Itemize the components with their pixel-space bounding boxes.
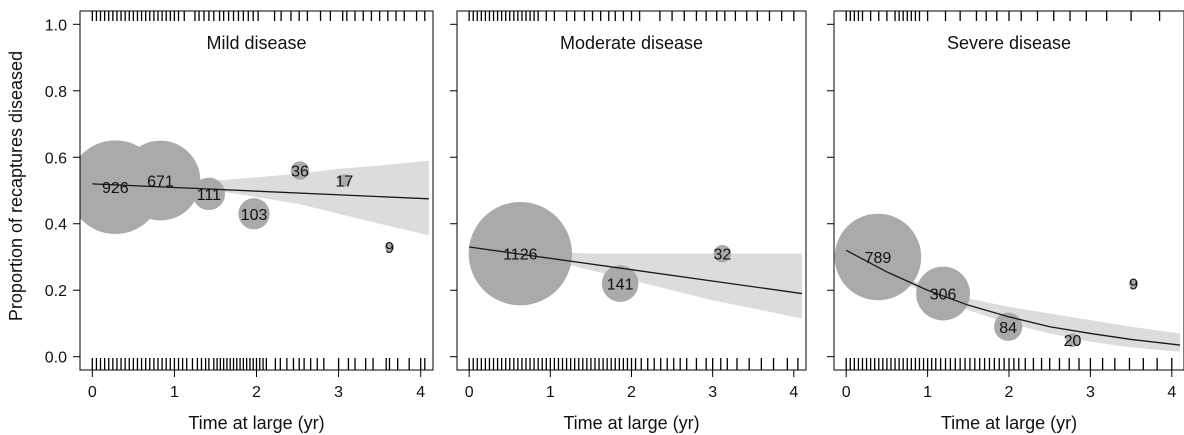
bubble-label: 306 xyxy=(930,287,957,304)
bubble-label: 9 xyxy=(1129,277,1138,294)
bubble-label: 789 xyxy=(865,250,892,267)
y-axis-label: Proportion of recaptures diseased xyxy=(6,51,26,321)
plot-frame xyxy=(456,10,807,371)
x-tick-label: 4 xyxy=(416,384,425,401)
bubble-label: 671 xyxy=(147,174,174,191)
plot-area: 1126 141 32 xyxy=(468,11,803,370)
bubble-label: 103 xyxy=(241,207,268,224)
panel-3: 789 306 84 20 9 Severe disease 0 1 2 3 4 Time at la… xyxy=(827,10,1184,433)
bubble-36 xyxy=(290,161,310,180)
x-tick-label: 1 xyxy=(923,384,932,401)
bubble-9 xyxy=(384,242,395,252)
x-axis-label: Time at large (yr) xyxy=(563,413,699,433)
y-tick-label: 0.4 xyxy=(45,217,67,234)
bubble-label: 111 xyxy=(197,187,221,204)
fit-line xyxy=(845,249,1181,346)
panel-title: Severe disease xyxy=(947,33,1071,53)
bubble-32 xyxy=(713,244,732,263)
x-tick-label: 4 xyxy=(1167,384,1176,401)
bubble-label: 36 xyxy=(291,164,309,181)
fit-line xyxy=(469,246,803,295)
y-tick-label: 0.6 xyxy=(45,150,67,167)
plot-area: 926 671 111 103 36 17 9 xyxy=(80,11,429,370)
bubble-84 xyxy=(994,312,1023,341)
y-tick-label: 0.0 xyxy=(45,350,67,367)
y-tick-label: 0.2 xyxy=(45,283,67,300)
x-tick-label: 3 xyxy=(708,384,717,401)
x-tick-label: 0 xyxy=(88,384,97,401)
x-tick-label: 1 xyxy=(170,384,179,401)
x-tick-label: 0 xyxy=(465,384,474,401)
bubble-103 xyxy=(238,198,270,230)
x-tick-label: 2 xyxy=(627,384,636,401)
y-tick-label: 0.8 xyxy=(45,84,67,101)
bubble-20 xyxy=(1065,333,1080,347)
bubble-label: 20 xyxy=(1064,333,1082,350)
bubble-label: 84 xyxy=(999,320,1017,337)
fit-line xyxy=(92,183,429,200)
x-tick-label: 3 xyxy=(1086,384,1095,401)
x-tick-label: 2 xyxy=(1005,384,1014,401)
x-axis-label: Time at large (yr) xyxy=(188,413,324,433)
bubble-141 xyxy=(601,265,639,302)
bubble-789 xyxy=(834,213,922,301)
panel-title: Mild disease xyxy=(206,33,306,53)
bubble-label: 32 xyxy=(714,247,732,264)
bubble-label: 141 xyxy=(607,277,634,294)
x-tick-label: 4 xyxy=(789,384,798,401)
bubble-label: 9 xyxy=(385,240,394,257)
x-tick-label: 0 xyxy=(842,384,851,401)
plot-area: 789 306 84 20 9 xyxy=(834,11,1181,370)
y-tick-label: 1.0 xyxy=(45,17,67,34)
bubble-label: 926 xyxy=(102,180,129,197)
bubble-671 xyxy=(120,140,201,221)
confidence-band xyxy=(846,247,1180,352)
x-tick-label: 2 xyxy=(252,384,261,401)
panel-1: 926 671 111 103 36 17 9 Mild disease 0 1 2 3 4 0.0 0.2… xyxy=(45,10,434,433)
bubble-17 xyxy=(337,174,351,187)
panel-2: 1126 141 32 Moderate disease 0 1 2 3 4 Time at la… xyxy=(450,10,807,433)
x-tick-label: 3 xyxy=(334,384,343,401)
bubble-111 xyxy=(192,177,226,211)
bubble-label: 17 xyxy=(335,174,353,191)
x-axis-label: Time at large (yr) xyxy=(941,413,1077,433)
bubble-306 xyxy=(916,266,971,321)
panel-title: Moderate disease xyxy=(560,33,703,53)
x-tick-label: 1 xyxy=(546,384,555,401)
bubble-label: 1126 xyxy=(503,247,538,264)
bubble-9 xyxy=(1128,278,1139,289)
